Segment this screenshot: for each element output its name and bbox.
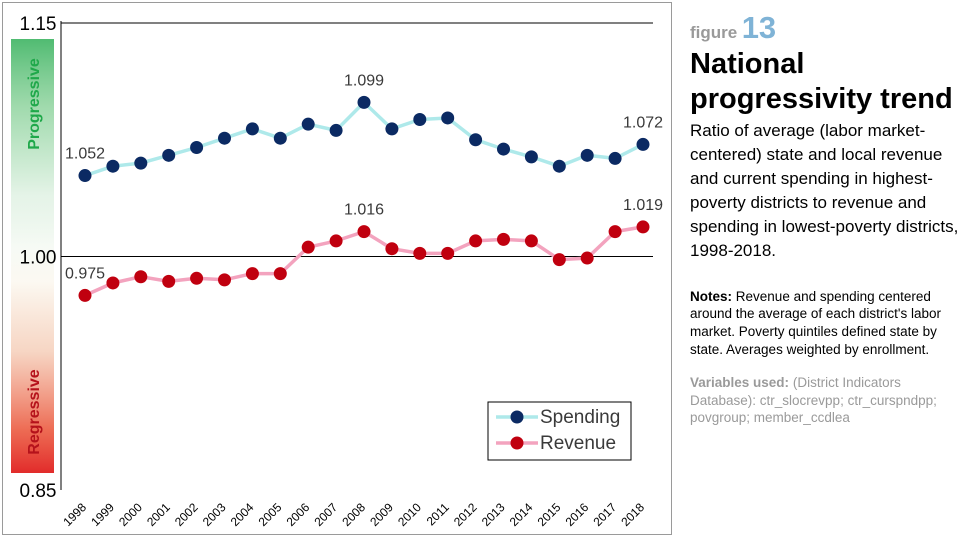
- notes-label: Notes:: [690, 288, 733, 304]
- spending-point: [78, 169, 92, 183]
- figure-title: National progressivity trend: [690, 48, 953, 116]
- x-tick-label: 2012: [451, 500, 480, 529]
- revenue-point: [413, 246, 427, 260]
- variables-text: (District Indicators Database): ctr_sloc…: [690, 374, 937, 426]
- progressivity-band: [11, 39, 54, 473]
- x-tick-label: 2003: [200, 500, 229, 529]
- revenue-point: [162, 274, 176, 288]
- x-tick-label: 2006: [284, 500, 313, 529]
- spending-point: [497, 142, 510, 156]
- line-chart: Progressive Regressive 0.85 1.00 1.15 1998 19…: [11, 14, 663, 529]
- legend-revenue-label: Revenue: [540, 433, 616, 454]
- revenue-point: [636, 220, 650, 234]
- band-label-regressive: Regressive: [26, 369, 43, 454]
- notes-text: Revenue and spending centered around the…: [690, 288, 941, 357]
- x-tick-label: 2009: [367, 500, 396, 529]
- revenue-point: [106, 276, 120, 290]
- revenue-point: [134, 270, 148, 284]
- figure-number: 13: [741, 10, 777, 45]
- spending-point: [580, 148, 594, 162]
- data-label: 0.975: [65, 265, 105, 282]
- spending-point: [385, 122, 399, 136]
- revenue-point: [245, 267, 259, 281]
- spending-point: [329, 123, 343, 137]
- figure-notes: Notes: Revenue and spending centered aro…: [690, 288, 970, 359]
- figure-side-panel: figure 13 National progressivity trend R…: [690, 12, 970, 427]
- revenue-point: [357, 225, 371, 239]
- y-tick-label: 1.00: [20, 248, 57, 269]
- revenue-point: [301, 240, 315, 254]
- spending-point: [636, 137, 650, 151]
- legend-spending-label: Spending: [540, 407, 620, 428]
- revenue-point: [608, 225, 622, 239]
- x-tick-label: 2010: [395, 500, 424, 529]
- data-label: 1.072: [623, 114, 663, 131]
- legend-revenue-marker: [510, 436, 524, 450]
- spending-point: [413, 113, 427, 127]
- x-tick-label: 2004: [228, 500, 257, 529]
- x-tick-label: 2005: [256, 500, 285, 529]
- data-label: 1.019: [623, 197, 663, 214]
- band-label-progressive: Progressive: [26, 58, 43, 150]
- spending-point: [273, 131, 287, 145]
- x-tick-label: 2011: [424, 500, 452, 528]
- x-tick-label: 2013: [479, 500, 508, 529]
- spending-point: [301, 117, 315, 131]
- spending-point: [441, 111, 455, 125]
- figure-heading: figure 13: [690, 12, 970, 43]
- revenue-point: [218, 273, 231, 287]
- x-tick-label: 2018: [618, 500, 647, 529]
- x-tick-label: 2014: [507, 500, 536, 529]
- spending-point: [190, 141, 204, 155]
- spending-point: [245, 122, 259, 136]
- spending-point: [524, 150, 538, 164]
- variables-label: Variables used:: [690, 374, 790, 390]
- x-tick-label: 2015: [535, 500, 564, 529]
- data-label: 1.099: [344, 72, 384, 89]
- spending-point: [357, 95, 371, 109]
- figure-label: figure: [690, 23, 738, 42]
- revenue-point: [469, 234, 483, 248]
- spending-point: [218, 131, 231, 145]
- x-tick-label: 2016: [563, 500, 592, 529]
- x-tick-label: 2017: [590, 500, 619, 529]
- revenue-point: [273, 267, 287, 281]
- spending-point: [608, 151, 622, 165]
- x-tick-label: 2002: [172, 500, 201, 529]
- legend-spending-marker: [510, 410, 524, 424]
- y-tick-label: 0.85: [20, 481, 57, 502]
- spending-point: [162, 148, 176, 162]
- spending-point: [106, 159, 120, 173]
- revenue-point: [78, 288, 92, 302]
- x-tick-label: 1999: [88, 500, 117, 529]
- x-tick-label: 2008: [339, 500, 368, 529]
- revenue-point: [524, 234, 538, 248]
- revenue-point: [497, 232, 510, 246]
- spending-point: [134, 156, 148, 170]
- revenue-point: [441, 246, 455, 260]
- revenue-point: [580, 251, 594, 265]
- y-tick-label: 1.15: [20, 14, 57, 35]
- figure-description: Ratio of average (labor market-centered)…: [690, 120, 959, 261]
- revenue-point: [552, 253, 566, 267]
- legend-box: [487, 401, 632, 461]
- spending-point: [552, 159, 566, 173]
- x-tick-label: 1998: [60, 500, 89, 529]
- data-label: 1.016: [344, 202, 384, 219]
- spending-point: [469, 133, 483, 147]
- x-tick-label: 2001: [144, 500, 173, 529]
- revenue-point: [385, 242, 399, 256]
- revenue-point: [190, 271, 204, 285]
- chart-frame: Progressive Regressive 0.85 1.00 1.15 1998 19…: [2, 2, 672, 535]
- revenue-point: [329, 234, 343, 248]
- figure-variables: Variables used: (District Indicators Dat…: [690, 374, 970, 427]
- data-label: 1.052: [65, 146, 105, 163]
- x-tick-label: 2000: [116, 500, 145, 529]
- x-tick-label: 2007: [311, 500, 340, 529]
